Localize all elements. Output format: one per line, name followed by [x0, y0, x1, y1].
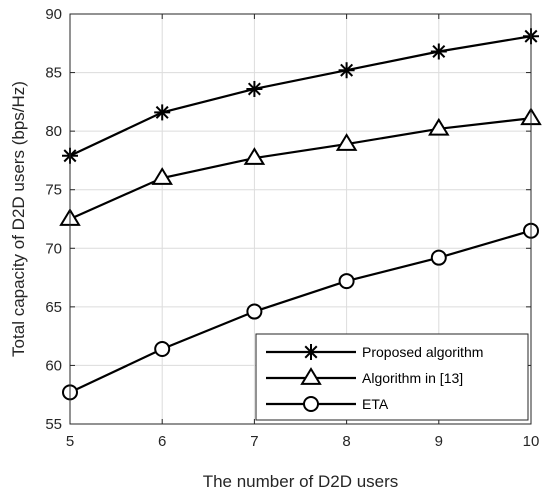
asterisk-stroke	[432, 45, 446, 58]
data-point	[151, 167, 173, 185]
series-line-2	[69, 229, 532, 394]
series-line-0	[69, 35, 532, 157]
data-point	[154, 341, 171, 358]
legend-entry: ETA	[362, 396, 389, 412]
data-point	[154, 104, 171, 121]
data-point	[338, 273, 355, 290]
asterisk-stroke	[340, 63, 354, 77]
x-tick-label: 10	[523, 433, 540, 450]
plot-frame	[69, 13, 532, 425]
asterisk-stroke	[247, 82, 261, 96]
x-tick-label: 7	[250, 433, 258, 450]
data-point	[430, 249, 447, 266]
y-tick-label: 90	[45, 6, 62, 23]
y-tick-label: 85	[45, 65, 62, 82]
x-tick-label: 9	[435, 433, 443, 450]
asterisk-stroke	[155, 105, 169, 119]
asterisk-stroke	[304, 345, 318, 359]
y-tick-label: 80	[45, 123, 62, 140]
data-point	[428, 117, 450, 136]
legend-marker	[300, 367, 322, 385]
legend-entry: Proposed algorithm	[362, 344, 483, 360]
data-point	[338, 62, 355, 79]
x-tick-label: 6	[158, 433, 166, 450]
data-point	[243, 147, 266, 165]
x-tick-label: 5	[66, 433, 74, 450]
legend-marker	[303, 396, 319, 412]
series-line-1	[69, 117, 532, 221]
data-point	[246, 80, 263, 97]
data-point	[430, 43, 447, 60]
y-tick-label: 70	[45, 240, 62, 257]
y-tick-label: 60	[45, 357, 62, 374]
x-axis-label: The number of D2D users	[203, 472, 399, 491]
ticks: 5 6 7 8 9 10 55 60 65 70 75 80 85 90	[45, 6, 539, 450]
data-point	[246, 303, 263, 320]
y-tick-label: 55	[45, 416, 62, 433]
legend-marker	[303, 344, 319, 360]
y-tick-label: 65	[45, 299, 62, 316]
y-axis-label: Total capacity of D2D users (bps/Hz)	[9, 81, 28, 357]
x-tick-label: 8	[342, 433, 350, 450]
data-point	[335, 133, 358, 151]
y-tick-label: 75	[45, 182, 62, 199]
legend: Proposed algorithm Algorithm in [13] ETA	[255, 333, 529, 421]
legend-entry: Algorithm in [13]	[362, 370, 463, 386]
